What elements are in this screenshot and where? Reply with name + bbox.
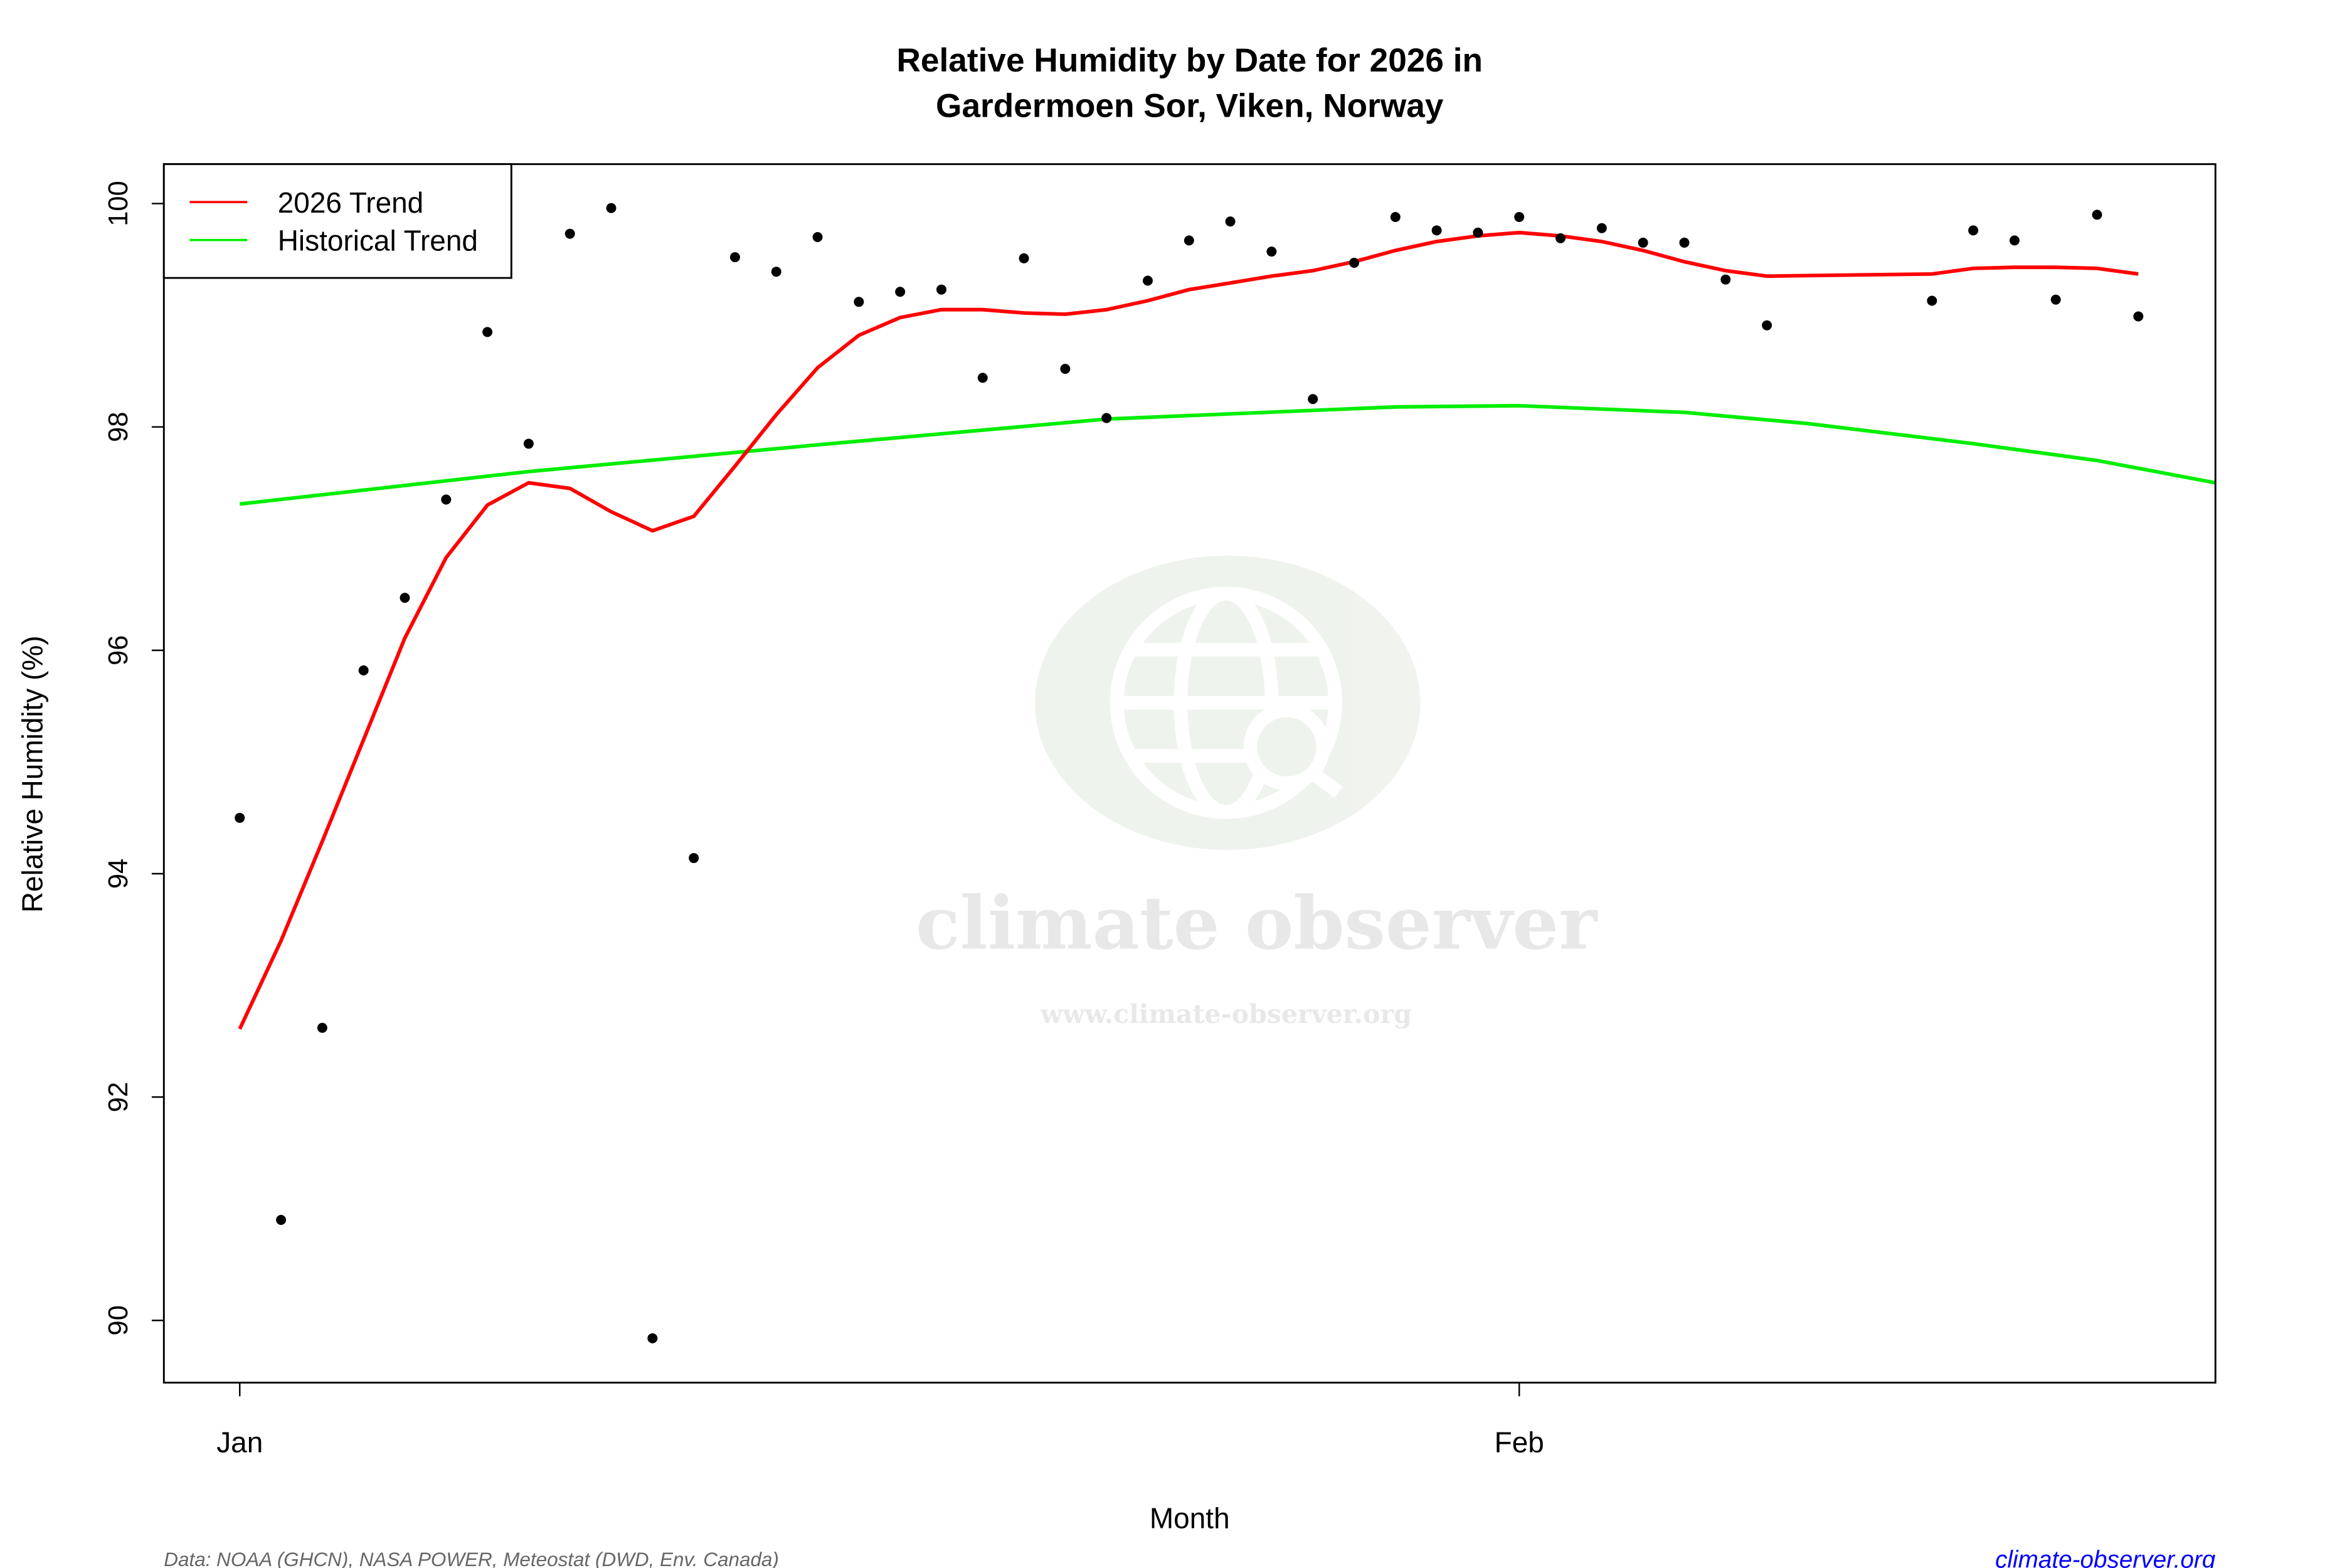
data-point bbox=[523, 438, 534, 449]
data-point bbox=[2133, 311, 2144, 322]
legend: 2026 Trend Historical Trend bbox=[162, 163, 512, 279]
data-point bbox=[317, 1022, 327, 1033]
x-tick-label: Feb bbox=[1495, 1426, 1544, 1459]
globe-icon bbox=[1110, 586, 1342, 819]
data-point bbox=[1762, 320, 1772, 331]
data-point bbox=[1308, 394, 1318, 405]
historical-trend-line bbox=[239, 403, 2216, 506]
footer-link[interactable]: climate-observer.org bbox=[1995, 1547, 2216, 1568]
data-point bbox=[1514, 211, 1525, 222]
data-point bbox=[564, 228, 575, 239]
data-point bbox=[1596, 223, 1607, 233]
data-point bbox=[1349, 257, 1360, 268]
x-axis-label: Month bbox=[1150, 1502, 1230, 1535]
data-point bbox=[1225, 216, 1236, 227]
plot-frame bbox=[162, 163, 2217, 1384]
data-point bbox=[1638, 237, 1648, 248]
data-point bbox=[441, 494, 452, 505]
data-point bbox=[2009, 235, 2020, 246]
data-point bbox=[689, 853, 699, 864]
data-point bbox=[936, 284, 946, 295]
chart-subtitle: Gardermoen Sor, Viken, Norway bbox=[936, 88, 1444, 125]
footer-source: Data: NOAA (GHCN), NASA POWER, Meteostat… bbox=[164, 1549, 779, 1568]
watermark-url: www.climate-observer.org bbox=[1040, 999, 1412, 1029]
legend-label-historical: Historical Trend bbox=[278, 225, 478, 257]
y-tick-label: 96 bbox=[103, 635, 134, 665]
data-point bbox=[1266, 246, 1277, 257]
data-point bbox=[400, 593, 410, 603]
data-point bbox=[1968, 225, 1979, 236]
data-point bbox=[854, 297, 864, 307]
data-point bbox=[729, 252, 740, 263]
y-tick-label: 90 bbox=[103, 1305, 134, 1335]
legend-label-2026: 2026 Trend bbox=[278, 186, 424, 219]
data-point bbox=[2092, 209, 2102, 220]
y-tick-label: 94 bbox=[103, 859, 134, 889]
data-point bbox=[647, 1333, 658, 1343]
data-point bbox=[482, 327, 493, 337]
data-point bbox=[771, 267, 781, 277]
data-point bbox=[276, 1215, 287, 1225]
data-point bbox=[1019, 253, 1029, 263]
data-point bbox=[1720, 274, 1731, 285]
data-point bbox=[895, 287, 906, 297]
watermark: climate observer www.climate-observer.or… bbox=[916, 555, 1598, 1029]
data-point bbox=[1431, 225, 1442, 236]
data-point bbox=[235, 812, 245, 823]
legend-box bbox=[162, 163, 512, 279]
watermark-brand: climate observer bbox=[916, 881, 1598, 967]
data-point bbox=[1101, 413, 1112, 423]
chart-title: Relative Humidity by Date for 2026 in bbox=[896, 42, 1483, 79]
y-tick-label: 98 bbox=[103, 412, 134, 442]
data-point bbox=[1555, 233, 1566, 243]
data-point bbox=[1679, 237, 1690, 248]
data-point bbox=[358, 665, 369, 675]
trend-2026-line bbox=[238, 230, 2139, 1030]
x-tick-label: Jan bbox=[216, 1426, 263, 1459]
y-tick-label: 92 bbox=[103, 1082, 134, 1112]
magnifier-icon bbox=[1243, 703, 1343, 798]
data-point bbox=[1143, 275, 1153, 286]
data-point bbox=[1473, 227, 1483, 238]
data-point bbox=[2050, 294, 2061, 305]
data-point bbox=[1390, 211, 1401, 222]
data-point bbox=[606, 203, 617, 213]
data-point bbox=[1927, 295, 1937, 306]
data-point bbox=[977, 373, 988, 383]
y-tick-label: 100 bbox=[103, 181, 134, 226]
data-point bbox=[1184, 235, 1194, 246]
data-point bbox=[1060, 364, 1071, 374]
y-axis-label: Relative Humidity (%) bbox=[16, 635, 49, 913]
data-point bbox=[812, 232, 823, 242]
